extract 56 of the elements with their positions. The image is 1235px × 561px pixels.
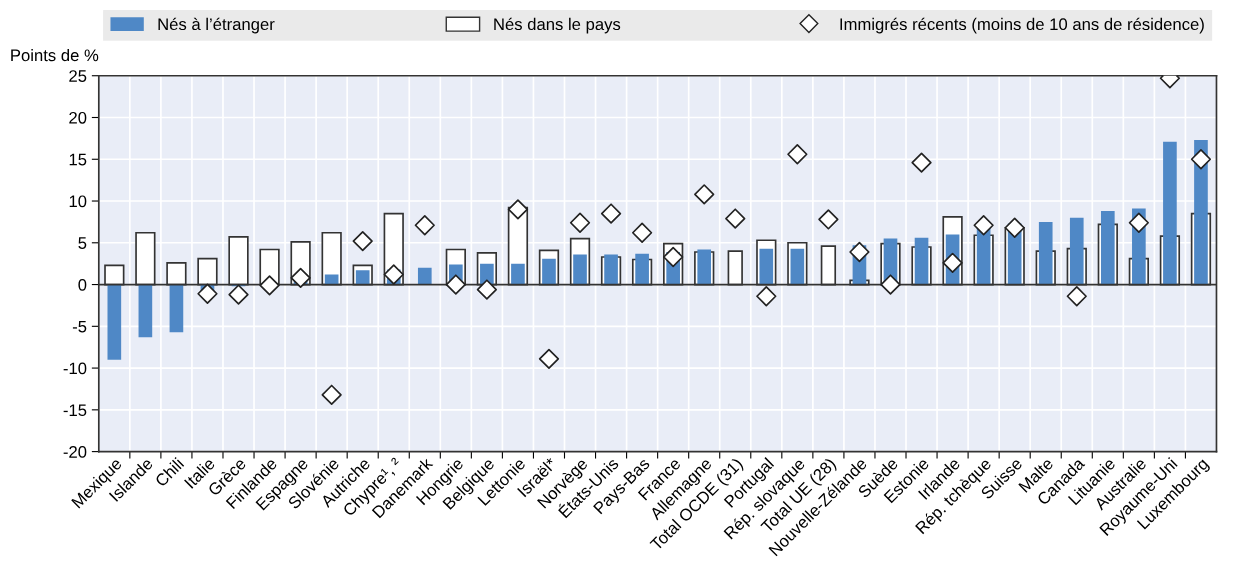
y-tick-label: 0 — [78, 278, 87, 291]
bar — [1194, 140, 1208, 285]
legend-label: Nés à l’étranger — [158, 17, 275, 34]
point — [694, 184, 715, 205]
point — [569, 212, 591, 233]
bar — [1163, 141, 1177, 285]
y-tick-label: -5 — [72, 320, 87, 333]
y-tick-label: -15 — [63, 404, 87, 417]
bar — [511, 263, 525, 285]
point — [942, 252, 963, 273]
y-tick-label: -20 — [63, 446, 87, 458]
bar — [1100, 211, 1115, 285]
point — [538, 348, 560, 370]
y-tick-label: 5 — [78, 237, 87, 249]
bar — [1038, 221, 1053, 285]
point — [1128, 212, 1150, 233]
point — [507, 199, 529, 220]
legend-label: Nés dans le pays — [494, 17, 621, 34]
bar — [169, 284, 184, 333]
point — [973, 215, 994, 236]
point — [1190, 149, 1212, 170]
point — [259, 275, 280, 296]
point — [600, 203, 622, 224]
point — [228, 284, 249, 305]
point — [1066, 286, 1087, 307]
point — [756, 286, 777, 307]
point — [631, 222, 653, 243]
y-tick-label: 10 — [69, 195, 87, 208]
bar — [417, 267, 432, 285]
bar — [107, 284, 122, 360]
point — [197, 283, 218, 304]
bar — [138, 284, 153, 338]
bar — [914, 237, 929, 285]
point — [352, 230, 373, 252]
bar — [1069, 217, 1084, 285]
bar — [635, 253, 649, 285]
y-tick-label: 20 — [69, 111, 87, 124]
point — [818, 209, 839, 230]
point — [383, 264, 404, 285]
point — [1004, 217, 1025, 238]
legend-label: Immigrés récents (moins de 10 ans de résidence) — [840, 17, 1204, 34]
y-axis-title: Points de % — [11, 48, 99, 62]
point — [787, 144, 808, 165]
point — [445, 274, 466, 295]
y-tick-label: -10 — [63, 362, 87, 375]
point — [476, 279, 498, 300]
point — [880, 274, 901, 295]
point — [663, 246, 684, 268]
point — [911, 152, 932, 173]
point — [321, 384, 342, 405]
point — [414, 215, 435, 236]
y-tick-label: 25 — [69, 70, 87, 82]
bar — [573, 254, 587, 285]
point — [725, 208, 746, 229]
y-tick-label: 15 — [69, 153, 87, 166]
point — [849, 241, 870, 263]
